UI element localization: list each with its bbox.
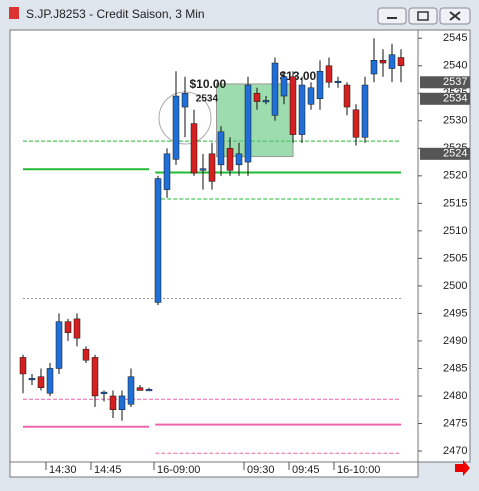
scroll-arrow[interactable] [455, 460, 470, 476]
candle-body [334, 80, 342, 83]
candle-body [100, 391, 108, 394]
candle-body [226, 148, 234, 171]
maximize-icon [417, 11, 429, 21]
candle-body [19, 357, 27, 375]
candle-body [37, 376, 45, 388]
annotation: $10.00 [190, 77, 227, 91]
y-tick-label: 2530 [443, 115, 467, 127]
candle-body [244, 84, 252, 163]
candle-body [316, 71, 324, 100]
candle-body [289, 76, 297, 135]
candle-body [190, 123, 198, 174]
candle-body [235, 153, 243, 166]
candle-body [253, 93, 261, 102]
y-tick-label: 2510 [443, 225, 467, 237]
y-tick-label: 2490 [443, 335, 467, 347]
maximize-button[interactable] [408, 7, 438, 25]
candle-body [145, 389, 153, 392]
x-tick-label: 09:45 [292, 464, 320, 476]
candle-body [397, 57, 405, 67]
candle-body [163, 153, 171, 190]
candle-body [298, 84, 306, 135]
y-tick-label: 2480 [443, 390, 467, 402]
y-tick-label: 2515 [443, 197, 467, 209]
candle-body [154, 178, 162, 303]
candle-body [352, 109, 360, 138]
close-icon [449, 11, 461, 21]
window-buttons[interactable] [377, 7, 471, 25]
candle-body [262, 100, 270, 103]
y-tick-label: 2485 [443, 362, 467, 374]
candle-body [280, 76, 288, 97]
candle-body [379, 60, 387, 64]
candle-body [217, 131, 225, 166]
candle-body [172, 95, 180, 160]
candle-body [91, 357, 99, 397]
y-tick-label: 2545 [443, 32, 467, 44]
candle-body [118, 395, 126, 410]
candle-body [136, 387, 144, 391]
candle-body [28, 378, 36, 381]
annotation: 2534 [196, 93, 219, 104]
price-label: 2537 [443, 76, 467, 88]
y-tick-label: 2475 [443, 417, 467, 429]
candle-body [361, 84, 369, 138]
candle-body [388, 54, 396, 69]
x-tick-label: 16-10:00 [337, 464, 380, 476]
window-title: S.JP.J8253 - Credit Saison, 3 Min [26, 7, 205, 21]
candle-body [82, 348, 90, 361]
candle-body [181, 93, 189, 108]
price-label-box [420, 76, 470, 89]
price-label-box [420, 147, 470, 160]
y-tick-label: 2540 [443, 60, 467, 72]
candle-body [55, 321, 63, 369]
x-tick-label: 14:45 [94, 464, 122, 476]
price-label-box [420, 92, 470, 105]
window-icon [9, 7, 19, 19]
y-tick-label: 2500 [443, 280, 467, 292]
price-label: 2524 [443, 148, 467, 160]
price-label: 2534 [443, 93, 467, 105]
y-tick-label: 2505 [443, 252, 467, 264]
candle-body [271, 62, 279, 116]
candle-body [208, 153, 216, 182]
y-tick-label: 2520 [443, 170, 467, 182]
x-tick-label: 09:30 [247, 464, 275, 476]
x-tick-label: 16-09:00 [157, 464, 200, 476]
candle-body [343, 84, 351, 108]
x-axis-area [9, 461, 419, 478]
candle-body [370, 60, 378, 75]
candle-body [199, 168, 207, 171]
y-tick-label: 2470 [443, 445, 467, 457]
candle-body [325, 65, 333, 83]
candle-body [64, 321, 72, 333]
candle-body [73, 318, 81, 339]
y-tick-label: 2495 [443, 307, 467, 319]
annotation: $13.00 [280, 69, 317, 83]
candle-body [307, 87, 315, 105]
x-tick-label: 14:30 [49, 464, 77, 476]
candle-body [109, 395, 117, 410]
minimize-button[interactable] [377, 7, 407, 25]
candle-body [46, 368, 54, 394]
candle-body [127, 376, 135, 405]
